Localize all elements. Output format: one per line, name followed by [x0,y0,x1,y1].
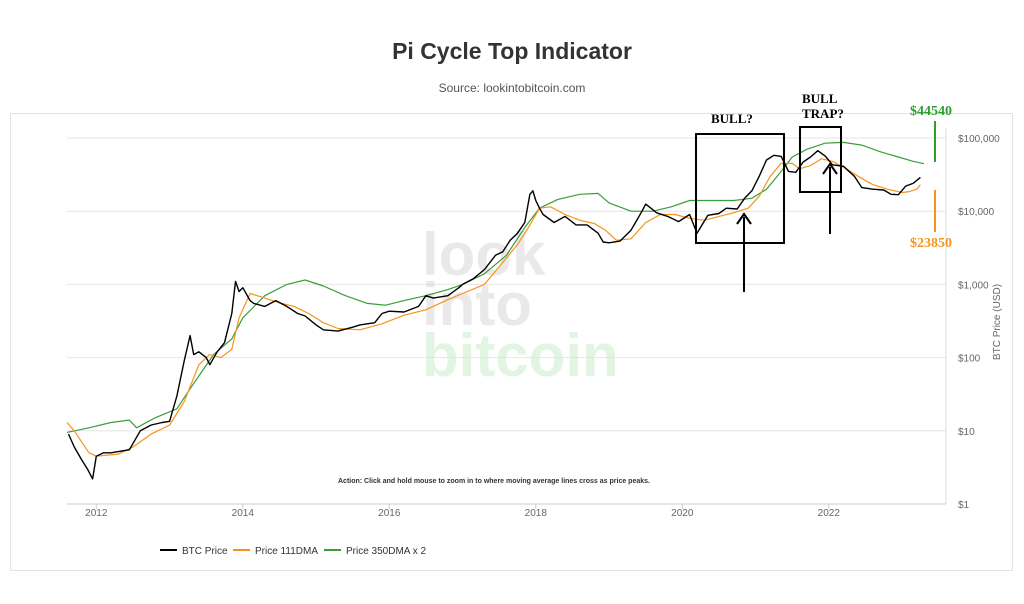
bull-trap-box [799,126,842,193]
y-tick-label: $1,000 [958,280,989,291]
watermark-bitcoin: bitcoin [422,322,619,389]
chart-container[interactable] [10,113,1013,571]
y-tick-label: $10 [958,427,975,438]
axis-layer: $1 $10 $100 $1,000 $10,000 $100,000 2012 2014 20… [67,128,1000,519]
legend-label: BTC Price [182,546,228,557]
x-tick-label: 2016 [378,508,401,519]
legend-label: Price 111DMA [255,546,318,557]
x-tick-label: 2020 [671,508,694,519]
legend-item-btc-price[interactable]: BTC Price [160,546,228,557]
bull-trap-label-line1: BULL [802,91,838,106]
y-tick-label: $100,000 [958,134,1000,145]
watermark: look into bitcoin [422,221,619,389]
series-layer [66,141,925,480]
price-high-label: $44540 [910,104,952,119]
series-line-price-111dma [66,158,921,457]
watermark-into: into [422,271,532,338]
price-low-label: $23850 [910,236,952,251]
legend-item-price-111dma[interactable]: Price 111DMA [233,546,318,557]
legend-label: Price 350DMA x 2 [346,546,426,557]
chart-title: Pi Cycle Top Indicator [392,38,632,64]
arrow-up-icon [736,212,752,292]
chart-subtitle: Source: lookintobitcoin.com [438,81,586,95]
bull-box [695,133,785,244]
bull-label: BULL? [711,111,753,126]
legend: BTC Price Price 111DMA Price 350DMA x 2 [160,546,426,557]
y-tick-label: $10,000 [958,207,995,218]
x-tick-label: 2018 [525,508,548,519]
series-line-price-350dma-x2 [66,141,925,433]
x-tick-label: 2022 [818,508,841,519]
x-tick-label: 2012 [85,508,108,519]
y-tick-label: $1 [958,500,970,511]
action-hint: Action: Click and hold mouse to zoom in … [338,478,650,485]
series-line-btc-price [67,149,921,480]
y-axis-label: BTC Price (USD) [992,284,1003,360]
y-tick-label: $100 [958,354,981,365]
x-tick-label: 2014 [232,508,255,519]
bull-trap-label-line2: TRAP? [802,106,844,121]
arrow-up-icon [822,162,838,234]
legend-item-price-350dma-x2[interactable]: Price 350DMA x 2 [324,546,426,557]
annotation-layer: BULL? BULL TRAP? $44540 $23850 Action: C… [338,91,952,485]
